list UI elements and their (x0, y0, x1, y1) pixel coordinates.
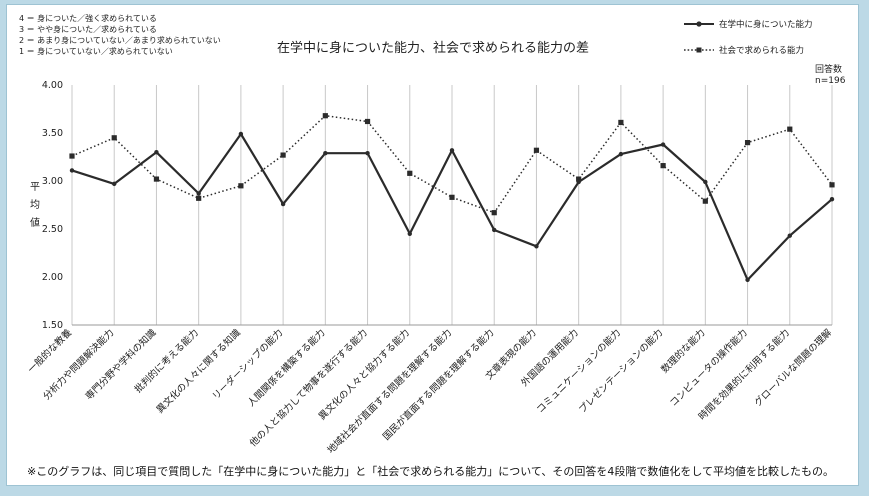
data-point-skills-acquired (492, 227, 497, 233)
x-tick-label: コンピュータの操作能力 (667, 327, 749, 409)
data-point-skills-required (576, 176, 582, 182)
data-point-skills-acquired (196, 191, 201, 196)
data-point-skills-required (449, 194, 455, 200)
scale-notes: 4 ＝ 身についた／強く求められている 3 ＝ やや身についた／求められている … (19, 13, 221, 57)
data-point-skills-acquired (69, 168, 75, 173)
data-point-skills-acquired (534, 244, 539, 249)
data-point-skills-required (322, 113, 328, 119)
series-markers (69, 113, 835, 283)
data-point-skills-acquired (618, 151, 624, 157)
x-tick-label: 異文化の人々に関する知識 (154, 326, 243, 415)
data-point-skills-required (69, 153, 75, 159)
x-tick-label: 分析力や問題解決能力 (41, 327, 117, 403)
x-tick-label: コミュニケーションの能力 (534, 327, 623, 416)
data-point-skills-acquired (238, 131, 244, 137)
data-point-skills-required (111, 135, 117, 141)
data-point-skills-acquired (323, 150, 328, 156)
data-point-skills-acquired (703, 179, 708, 185)
x-tick-label: リーダーシップの能力 (210, 327, 286, 403)
x-tick-label: 異文化の人々と協力する能力 (316, 327, 412, 423)
data-point-skills-required (702, 198, 708, 204)
scale-note-1: 1 ＝ 身についていない／求められていない (19, 47, 173, 56)
line-chart: 1.50 2.00 2.50 3.00 3.50 4.00 一般的な教養分析力や問題解決能… (25, 80, 835, 456)
gridlines (71, 85, 833, 326)
x-tick-labels: 一般的な教養分析力や問題解決能力専門分野や学科の知識批判的に考える能力異文化の人… (25, 326, 834, 456)
respondent-count-value: n=196 (815, 76, 846, 86)
data-point-skills-acquired (365, 150, 370, 156)
data-point-skills-required (238, 183, 244, 189)
data-point-skills-acquired (112, 181, 117, 187)
data-point-skills-acquired (449, 148, 455, 153)
data-point-skills-required (660, 163, 666, 169)
x-tick-label: 人間関係を構築する能力 (245, 327, 327, 409)
y-tick-label: 2.00 (42, 272, 63, 283)
data-point-skills-required (491, 210, 497, 216)
data-point-skills-required (407, 170, 413, 176)
legend-label-skills-acquired: 在学中に身についた能力 (719, 20, 813, 30)
x-tick-label: プレゼンテーションの能力 (576, 327, 665, 416)
data-point-skills-required (744, 140, 751, 146)
footnote: ※このグラフは、同じ項目で質問した「在学中に身についた能力」と「社会で求められる… (27, 465, 834, 478)
x-tick-label: グローバルな問題の理解 (752, 326, 835, 409)
data-point-skills-required (196, 195, 202, 201)
legend-item-skills-required: 社会で求められる能力 (683, 43, 813, 57)
x-tick-label: 時間を効果的に利用する能力 (696, 327, 792, 423)
y-tick-label: 2.50 (42, 224, 63, 235)
y-tick-label: 3.00 (42, 176, 63, 187)
data-point-skills-acquired (787, 233, 792, 238)
data-point-skills-required (364, 118, 371, 125)
data-point-skills-required (533, 147, 540, 153)
data-point-skills-required (787, 126, 793, 132)
legend-item-skills-acquired: 在学中に身についた能力 (683, 17, 813, 31)
scale-note-4: 4 ＝ 身についた／強く求められている (19, 14, 157, 23)
y-tick-label: 1.50 (42, 320, 63, 331)
scale-note-2: 2 ＝ あまり身についていない／あまり求められていない (19, 36, 221, 45)
respondent-count-label: 回答数 (815, 65, 843, 75)
data-point-skills-required (618, 119, 624, 126)
data-point-skills-acquired (660, 142, 666, 147)
y-tick-labels: 1.50 2.00 2.50 3.00 3.50 4.00 (42, 80, 63, 331)
chart-title: 在学中に身についた能力、社会で求められる能力の差 (277, 41, 590, 56)
data-point-skills-acquired (829, 197, 835, 202)
x-tick-label: 専門分野や学科の知識 (83, 326, 159, 402)
scale-note-3: 3 ＝ やや身についた／求められている (19, 25, 157, 34)
data-point-skills-acquired (280, 201, 286, 207)
chart-frame: 4 ＝ 身についた／強く求められている 3 ＝ やや身についた／求められている … (6, 4, 859, 486)
data-point-skills-acquired (154, 150, 159, 155)
data-point-skills-acquired (745, 277, 750, 283)
data-point-skills-required (153, 176, 160, 182)
data-point-skills-required (280, 152, 286, 158)
legend-label-skills-required: 社会で求められる能力 (719, 46, 805, 56)
y-axis-label: 平均値 (30, 182, 40, 229)
y-tick-label: 4.00 (42, 80, 63, 91)
legend-marker-dotted (684, 47, 714, 53)
y-tick-label: 3.50 (42, 128, 63, 139)
data-point-skills-acquired (407, 231, 412, 236)
legend: 在学中に身についた能力 社会で求められる能力 (683, 17, 813, 57)
legend-marker-solid (684, 21, 714, 27)
data-point-skills-required (829, 182, 835, 188)
respondent-count: 回答数 n=196 (815, 65, 845, 87)
